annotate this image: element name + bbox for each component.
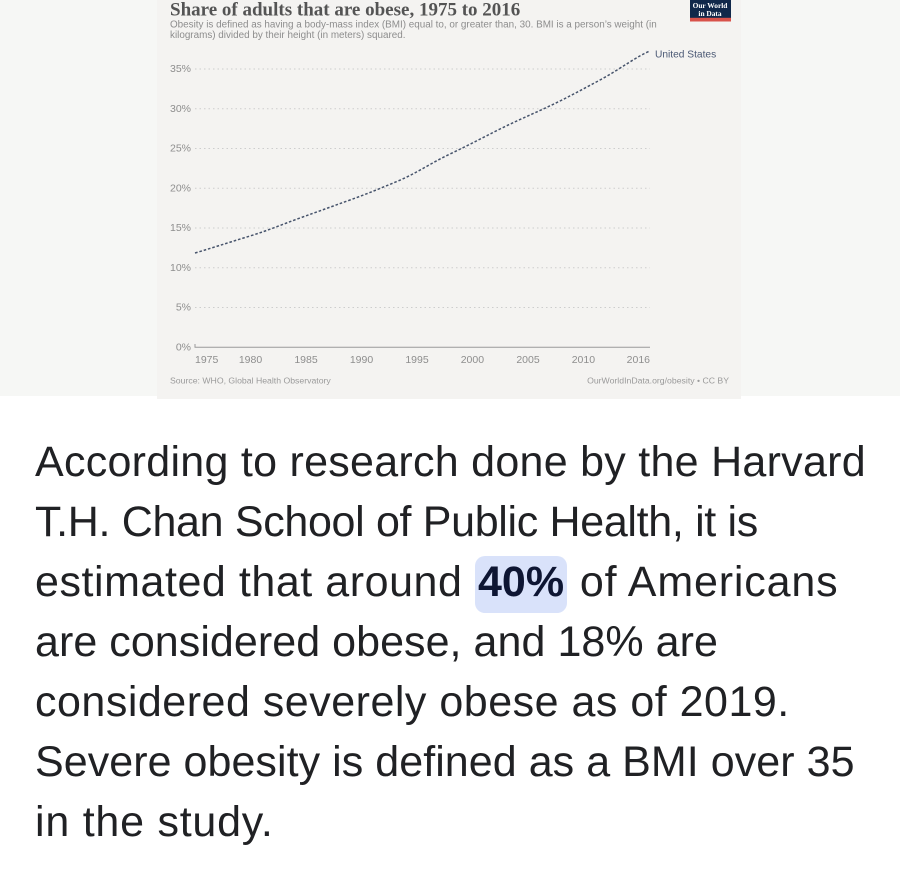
svg-text:20%: 20% bbox=[170, 183, 191, 195]
svg-text:kilograms) divided by their he: kilograms) divided by their height (in m… bbox=[170, 30, 405, 41]
svg-text:2000: 2000 bbox=[461, 354, 485, 366]
svg-text:5%: 5% bbox=[176, 302, 191, 314]
svg-text:United States: United States bbox=[655, 50, 716, 61]
svg-text:10%: 10% bbox=[170, 262, 191, 274]
svg-text:2005: 2005 bbox=[516, 354, 540, 366]
svg-text:in Data: in Data bbox=[698, 9, 722, 18]
svg-text:1995: 1995 bbox=[405, 354, 429, 366]
svg-text:Obesity is defined as having a: Obesity is defined as having a body-mass… bbox=[170, 20, 657, 31]
svg-text:15%: 15% bbox=[170, 222, 191, 234]
svg-text:2016: 2016 bbox=[627, 354, 651, 366]
svg-text:OurWorldInData.org/obesity • C: OurWorldInData.org/obesity • CC BY bbox=[587, 376, 729, 386]
svg-text:1990: 1990 bbox=[350, 354, 374, 366]
svg-text:35%: 35% bbox=[170, 63, 191, 75]
svg-text:0%: 0% bbox=[176, 342, 191, 354]
svg-text:Our World: Our World bbox=[693, 1, 729, 10]
svg-text:1975: 1975 bbox=[195, 354, 219, 366]
svg-text:2010: 2010 bbox=[572, 354, 596, 366]
svg-text:25%: 25% bbox=[170, 143, 191, 155]
svg-text:Source: WHO, Global Health Obs: Source: WHO, Global Health Observatory bbox=[170, 376, 331, 386]
svg-text:1980: 1980 bbox=[239, 354, 263, 366]
svg-text:1985: 1985 bbox=[294, 354, 318, 366]
svg-text:Share of adults that are obese: Share of adults that are obese, 1975 to … bbox=[170, 0, 520, 21]
svg-text:30%: 30% bbox=[170, 103, 191, 115]
